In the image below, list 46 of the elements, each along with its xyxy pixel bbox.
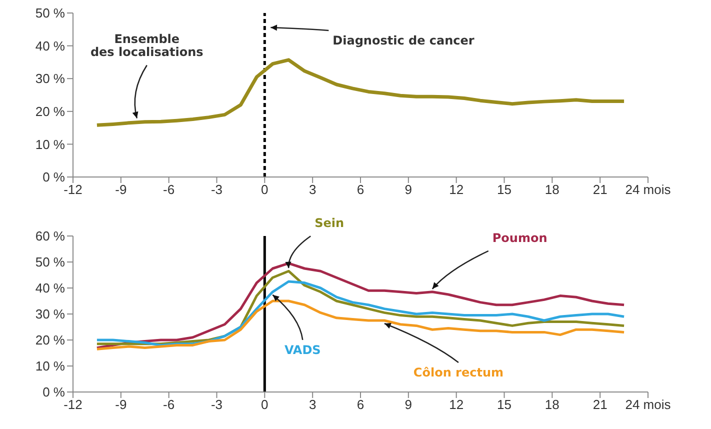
annotation: Ensemble des localisations — [90, 32, 204, 60]
y-tick-label: 20 % — [35, 104, 66, 120]
x-tick-label: 21 — [592, 182, 608, 198]
text: Sein — [314, 216, 344, 230]
x-tick-label: 24 mois — [625, 182, 672, 198]
x-tick-label: 12 — [449, 397, 464, 412]
line-series — [95, 58, 626, 127]
text: Côlon rectum — [413, 366, 504, 380]
x-tick-label: 6 — [356, 397, 364, 412]
y-tick-label: 50 % — [35, 6, 66, 21]
x-tick-label: 3 — [308, 397, 316, 412]
y-tick-label: 10 % — [35, 358, 66, 374]
x-tick-label: 0 — [261, 182, 268, 198]
x-tick-label: 6 — [356, 182, 364, 198]
y-tick-label: 30 % — [35, 71, 66, 86]
x-tick-label: 3 — [308, 182, 316, 198]
annotation: Diagnostic de cancer — [332, 33, 474, 48]
y-tick-label: 40 % — [35, 38, 66, 54]
x-tick-label: -12 — [64, 397, 82, 412]
x-tick-label: 18 — [544, 182, 560, 198]
x-tick-label: -9 — [115, 182, 127, 198]
y-tick-label: 0 % — [42, 170, 66, 185]
x-tick-label: 15 — [497, 397, 512, 412]
y-tick-label: 20 % — [35, 332, 66, 348]
y-tick-label: 40 % — [35, 280, 66, 296]
x-tick-label: 0 — [261, 397, 268, 412]
x-tick-label: -9 — [115, 397, 127, 412]
x-tick-label: 18 — [544, 397, 560, 412]
y-tick-label: 50 % — [35, 254, 66, 270]
y-tick-label: 10 % — [35, 136, 66, 152]
x-tick-label: 9 — [404, 182, 412, 198]
y-tick-label: 0 % — [42, 384, 66, 400]
text: VADS — [284, 342, 321, 357]
x-tick-label: 12 — [449, 182, 464, 198]
y-tick-label: 60 % — [35, 228, 66, 244]
x-tick-label: -3 — [210, 182, 223, 198]
x-tick-label: 24 mois — [625, 397, 672, 412]
x-tick-label: 21 — [592, 397, 608, 412]
x-tick-label: 9 — [404, 397, 412, 412]
y-tick-label: 30 % — [35, 306, 66, 322]
x-tick-label: 15 — [497, 182, 512, 198]
text: Poumon — [492, 230, 548, 245]
x-tick-label: -3 — [210, 397, 223, 412]
x-tick-label: -6 — [163, 397, 175, 412]
x-tick-label: -6 — [163, 182, 175, 198]
x-tick-label: -12 — [64, 182, 82, 198]
